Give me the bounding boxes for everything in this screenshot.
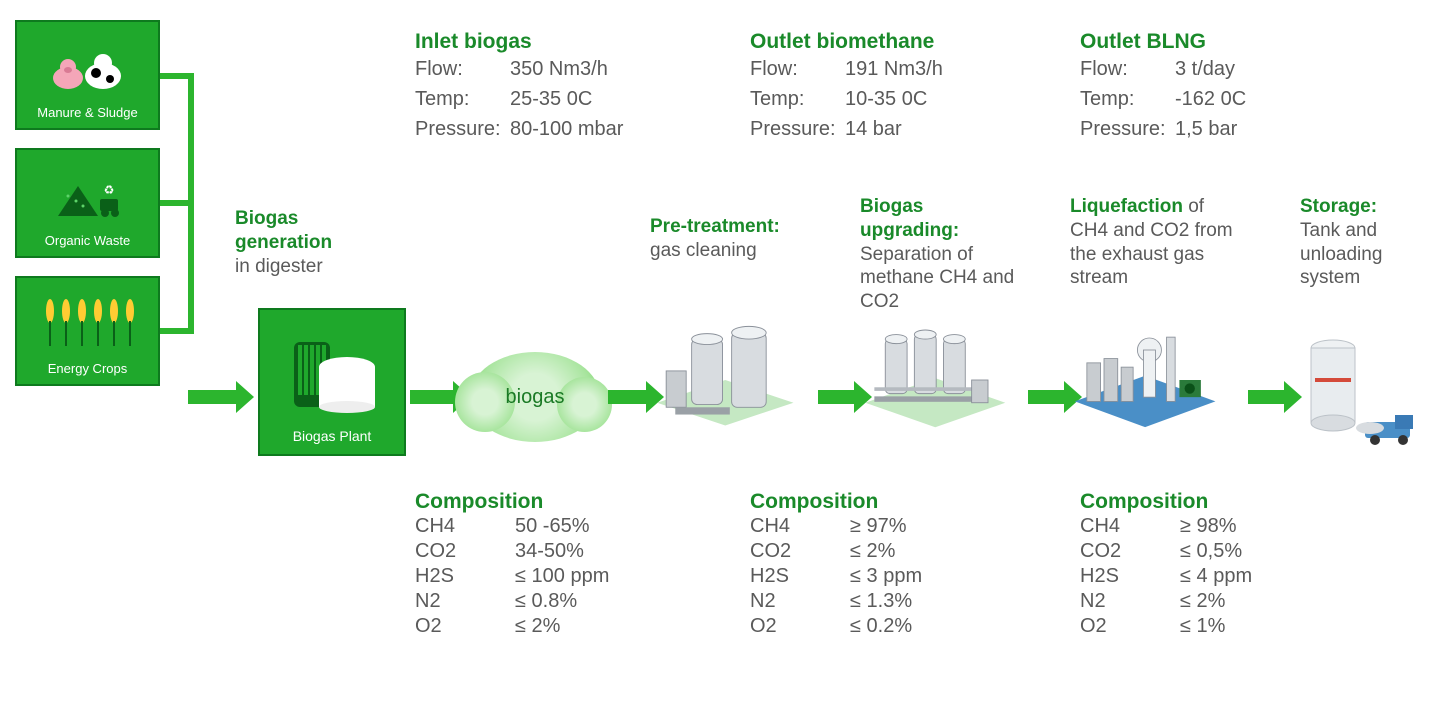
liquefy-equipment [1068, 320, 1218, 440]
biogas-plant: Biogas Plant [258, 308, 406, 456]
arrow-icon [1248, 390, 1286, 404]
composition-row: CO234-50% [415, 539, 609, 564]
composition-row: CH4≥ 98% [1080, 514, 1252, 539]
composition-row: CO2≤ 0,5% [1080, 539, 1252, 564]
feedstock-crops: Energy Crops [15, 276, 160, 386]
composition-row: H2S≤ 4 ppm [1080, 564, 1252, 589]
composition-row: CH4≥ 97% [750, 514, 922, 539]
composition-row: N2≤ 2% [1080, 589, 1252, 614]
composition-biomethane: Composition CH4≥ 97%CO2≤ 2%H2S≤ 3 ppmN2≤… [750, 490, 922, 639]
feedstock-label: Energy Crops [48, 361, 127, 376]
upgrade-equipment [858, 320, 1008, 440]
composition-row: H2S≤ 100 ppm [415, 564, 609, 589]
pretreat-label: Pre-treatment: gas cleaning [650, 215, 805, 263]
plant-label: Biogas Plant [293, 428, 372, 444]
biogas-cloud: biogas [470, 352, 600, 442]
storage-label: Storage: Tank and unloading system [1300, 195, 1430, 290]
composition-row: N2≤ 0.8% [415, 589, 609, 614]
pig-cow-icon [48, 30, 128, 105]
composition-row: O2≤ 2% [415, 614, 609, 639]
arrow-icon [1028, 390, 1066, 404]
pretreat-equipment [648, 320, 798, 440]
outlet-blng-data: Outlet BLNG Flow:3 t/day Temp:-162 0C Pr… [1080, 30, 1246, 144]
composition-row: CH450 -65% [415, 514, 609, 539]
storage-equipment [1295, 330, 1425, 465]
crops-icon [38, 286, 138, 361]
arrow-icon [608, 390, 648, 404]
feedstock-organic: ♻ Organic Waste [15, 148, 160, 258]
outlet-biomethane-data: Outlet biomethane Flow:191 Nm3/h Temp:10… [750, 30, 943, 144]
digester-icon [282, 320, 382, 428]
liquefy-label: Liquefaction of CH4 and CO2 from the exh… [1070, 195, 1240, 290]
inlet-biogas-data: Inlet biogas Flow:350 Nm3/h Temp:25-35 0… [415, 30, 623, 144]
upgrade-label: Biogas upgrading: Separation of methane … [860, 195, 1025, 314]
recycle-truck-icon: ♻ [48, 158, 128, 233]
connector [160, 328, 190, 334]
composition-row: O2≤ 1% [1080, 614, 1252, 639]
digester-label: Biogas generation in digester [235, 207, 365, 278]
feedstock-label: Manure & Sludge [37, 105, 137, 120]
svg-text:♻: ♻ [103, 183, 114, 197]
composition-row: N2≤ 1.3% [750, 589, 922, 614]
arrow-icon [188, 390, 238, 404]
composition-row: CO2≤ 2% [750, 539, 922, 564]
arrow-icon [818, 390, 856, 404]
composition-biogas: Composition CH450 -65%CO234-50%H2S≤ 100 … [415, 490, 609, 639]
connector [160, 200, 190, 206]
connector [160, 73, 190, 79]
composition-blng: Composition CH4≥ 98%CO2≤ 0,5%H2S≤ 4 ppmN… [1080, 490, 1252, 639]
connector [188, 73, 194, 334]
arrow-icon [410, 390, 455, 404]
composition-row: O2≤ 0.2% [750, 614, 922, 639]
feedstock-label: Organic Waste [45, 233, 131, 248]
feedstock-manure: Manure & Sludge [15, 20, 160, 130]
composition-row: H2S≤ 3 ppm [750, 564, 922, 589]
